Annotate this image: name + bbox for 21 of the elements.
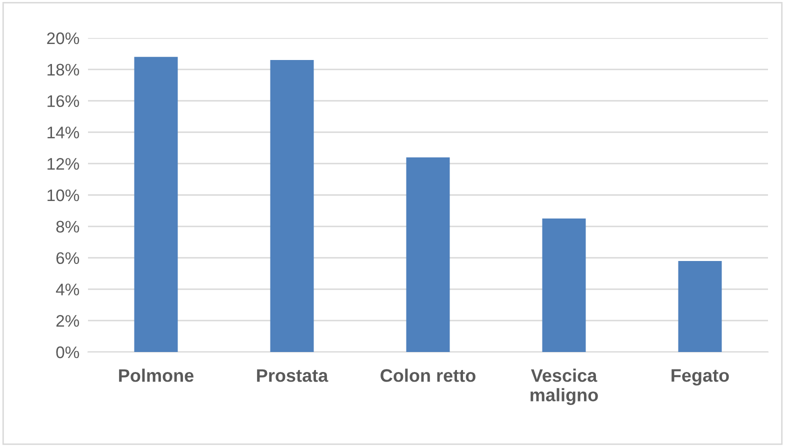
x-tick-label: Colon retto (380, 368, 476, 382)
y-tick-label: 6% (56, 252, 80, 264)
y-tick-label: 18% (48, 64, 80, 76)
y-tick-label: 8% (56, 220, 80, 233)
y-tick-label: 2% (56, 315, 80, 327)
x-tick-label: Prostata (257, 369, 328, 382)
y-tick-label: 12% (48, 158, 80, 170)
y-tick-label: 4% (56, 284, 80, 296)
x-tick-label: Fegato (672, 369, 729, 386)
y-tick-label: 20% (47, 32, 80, 44)
bar (678, 260, 722, 352)
bar (406, 157, 450, 352)
bar (134, 56, 178, 352)
bar (542, 218, 586, 352)
y-tick-label: 0% (56, 346, 80, 358)
y-tick-label: 10% (48, 189, 80, 202)
bar (270, 60, 314, 352)
y-tick-label: 16% (48, 95, 80, 108)
y-tick-label: 14% (48, 126, 80, 138)
x-tick-label: Vescica maligno (530, 368, 598, 406)
x-tick-label: Polmone (119, 368, 194, 382)
